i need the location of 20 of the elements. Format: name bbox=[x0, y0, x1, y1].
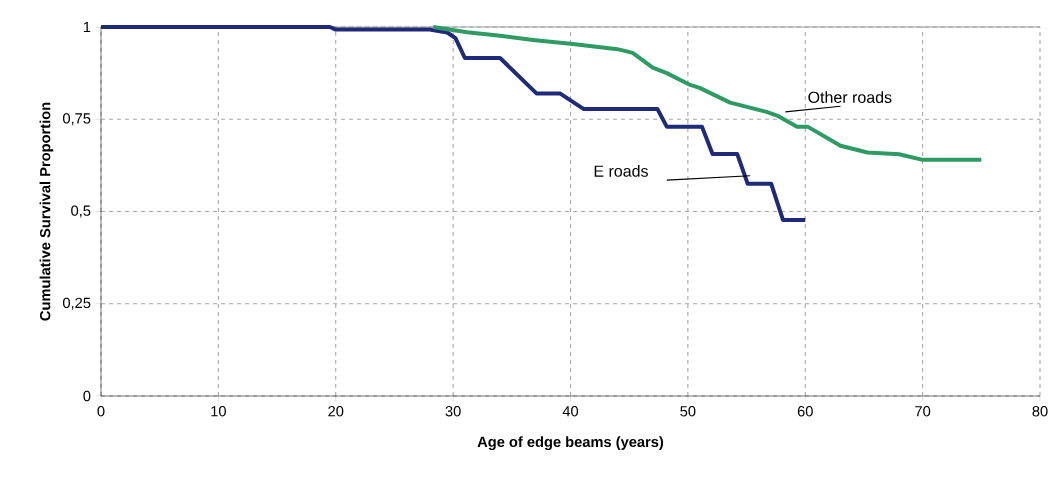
y-tick-label: 1 bbox=[83, 21, 91, 33]
x-tick-label: 0 bbox=[97, 406, 105, 417]
x-tick-label: 50 bbox=[680, 406, 696, 417]
x-tick-label: 10 bbox=[211, 406, 226, 417]
x-tick-label: 40 bbox=[562, 406, 579, 417]
x-tick-label: 20 bbox=[328, 406, 344, 417]
line-series bbox=[99, 25, 808, 222]
x-tick-label: 80 bbox=[1032, 406, 1048, 417]
y-tick-label: 0,75 bbox=[62, 113, 91, 126]
y-tick-label: 0,25 bbox=[62, 297, 91, 310]
line-series bbox=[431, 25, 984, 162]
x-tick-label: 30 bbox=[445, 406, 461, 417]
y-axis-title: Cumulative Survival Proportion bbox=[39, 102, 54, 321]
text: E roads bbox=[594, 165, 648, 177]
x-tick-label: 60 bbox=[797, 406, 813, 417]
y-tick-label: 0,5 bbox=[71, 205, 91, 218]
x-tick-label: 70 bbox=[915, 406, 931, 417]
series-label: Other roads bbox=[808, 91, 892, 103]
y-tick-label: 0 bbox=[83, 390, 91, 402]
x-axis-title: Age of edge beams (years) bbox=[477, 436, 664, 450]
